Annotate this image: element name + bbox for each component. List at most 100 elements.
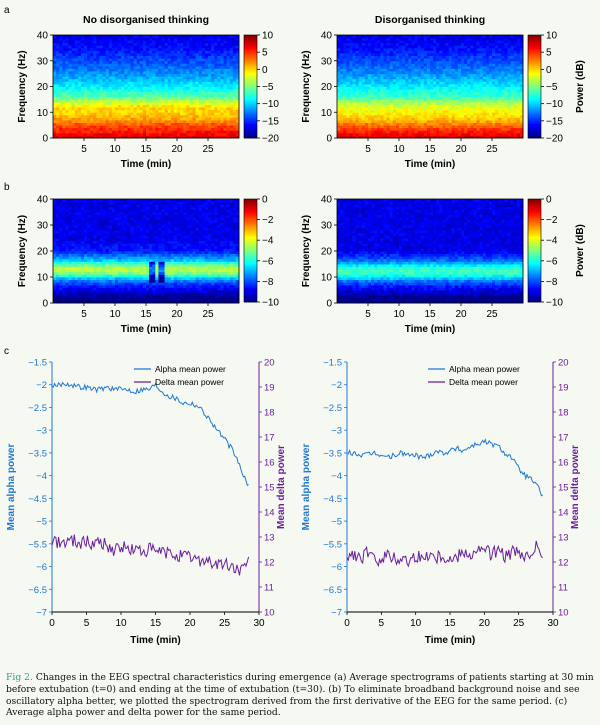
spectrogram-cell <box>127 55 131 59</box>
spectrogram-cell <box>464 109 468 113</box>
spectrogram-cell <box>130 89 134 93</box>
spectrogram-cell <box>492 96 496 100</box>
spectrogram-cell <box>201 127 206 131</box>
spectrogram-cell <box>395 76 400 80</box>
spectrogram-cell <box>192 132 196 136</box>
spectrogram-cell <box>445 119 449 123</box>
spectrogram-cell <box>214 63 218 67</box>
spectrogram-cell <box>127 94 131 98</box>
y-tick-label: 30 <box>321 56 333 67</box>
spectrogram-cell <box>405 132 409 136</box>
spectrogram-cell <box>349 37 353 41</box>
spectrogram-cell <box>183 47 187 51</box>
spectrogram-cell <box>232 83 237 87</box>
spectrogram-cell <box>139 73 144 77</box>
spectrogram-cell <box>451 68 456 72</box>
spectrogram-cell <box>136 83 141 87</box>
spectrogram-cell <box>186 65 190 69</box>
spectrogram-cell <box>155 53 159 56</box>
spectrogram-cell <box>389 60 394 64</box>
spectrogram-cell <box>77 76 82 80</box>
spectrogram-cell <box>155 83 159 87</box>
spectrogram-cell <box>361 83 366 87</box>
spectrogram-cell <box>395 42 400 46</box>
spectrogram-cell <box>371 96 375 100</box>
spectrogram-cell <box>111 65 116 69</box>
spectrogram-cell <box>149 107 153 111</box>
spectrogram-cell <box>121 45 125 49</box>
spectrogram-cell <box>146 53 150 56</box>
spectrogram-cell <box>59 109 63 113</box>
spectrogram-cell <box>377 60 381 64</box>
spectrogram-cell <box>149 127 153 131</box>
colorbar-step <box>244 112 257 115</box>
spectrogram-cell <box>229 86 234 90</box>
spectrogram-cell <box>501 99 505 103</box>
spectrogram-cell <box>355 37 360 41</box>
spectrogram-cell <box>155 47 159 51</box>
spectrogram-cell <box>161 112 165 116</box>
spectrogram-cell <box>519 104 524 108</box>
spectrogram-cell <box>368 94 372 98</box>
spectrogram-cell <box>358 50 363 54</box>
spectrogram-cell <box>111 109 116 113</box>
spectrogram-cell <box>136 45 141 49</box>
spectrogram-cell <box>442 42 446 46</box>
spectrogram-cell <box>183 107 187 111</box>
spectrogram-cell <box>214 50 218 54</box>
spectrogram-cell <box>53 94 57 98</box>
spectrogram-cell <box>214 104 218 108</box>
spectrogram-cell <box>430 117 434 121</box>
spectrogram-cell <box>108 78 113 82</box>
spectrogram-cell <box>183 119 187 123</box>
spectrogram-cell <box>204 125 209 129</box>
spectrogram-cell <box>501 81 505 85</box>
spectrogram-cell <box>495 37 499 41</box>
spectrogram-cell <box>56 117 60 121</box>
spectrogram-cell <box>90 135 94 139</box>
spectrogram-cell <box>420 60 425 64</box>
spectrogram-cell <box>504 63 508 67</box>
spectrogram-cell <box>118 114 122 118</box>
spectrogram-cell <box>105 40 110 44</box>
spectrogram-cell <box>368 114 372 118</box>
spectrogram-cell <box>501 63 505 67</box>
spectrogram-cell <box>118 37 122 41</box>
spectrogram-cell <box>164 89 169 93</box>
spectrogram-cell <box>167 53 172 56</box>
spectrogram-cell <box>340 114 344 118</box>
spectrogram-cell <box>208 40 212 44</box>
spectrogram-cell <box>392 58 397 62</box>
spectrogram-cell <box>155 117 159 121</box>
spectrogram-cell <box>355 50 360 54</box>
spectrogram-cell <box>337 60 341 64</box>
spectrogram-cell <box>96 83 100 87</box>
spectrogram-cell <box>155 55 159 59</box>
spectrogram-cell <box>68 55 72 59</box>
spectrogram-cell <box>433 104 437 108</box>
spectrogram-cell <box>436 40 440 44</box>
spectrogram-cell <box>59 53 63 56</box>
spectrogram-cell <box>392 114 397 118</box>
spectrogram-cell <box>161 127 165 131</box>
spectrogram-cell <box>467 89 471 93</box>
spectrogram-cell <box>108 42 113 46</box>
spectrogram-cell <box>62 130 66 134</box>
spectrogram-cell <box>71 78 76 82</box>
spectrogram-cell <box>501 122 505 126</box>
spectrogram-cell <box>439 35 443 38</box>
spectrogram-cell <box>374 114 378 118</box>
spectrogram-cell <box>192 47 196 51</box>
spectrogram-cell <box>352 37 356 41</box>
spectrogram-cell <box>214 125 218 129</box>
spectrogram-cell <box>352 78 356 82</box>
spectrogram-cell <box>192 73 196 77</box>
spectrogram-cell <box>146 130 150 134</box>
spectrogram-cell <box>62 109 66 113</box>
spectrogram-cell <box>115 37 119 41</box>
spectrogram-cell <box>111 107 116 111</box>
spectrogram-cell <box>485 89 490 93</box>
spectrogram-cell <box>108 73 113 77</box>
spectrogram-cell <box>364 99 369 103</box>
spectrogram-cell <box>516 130 521 134</box>
